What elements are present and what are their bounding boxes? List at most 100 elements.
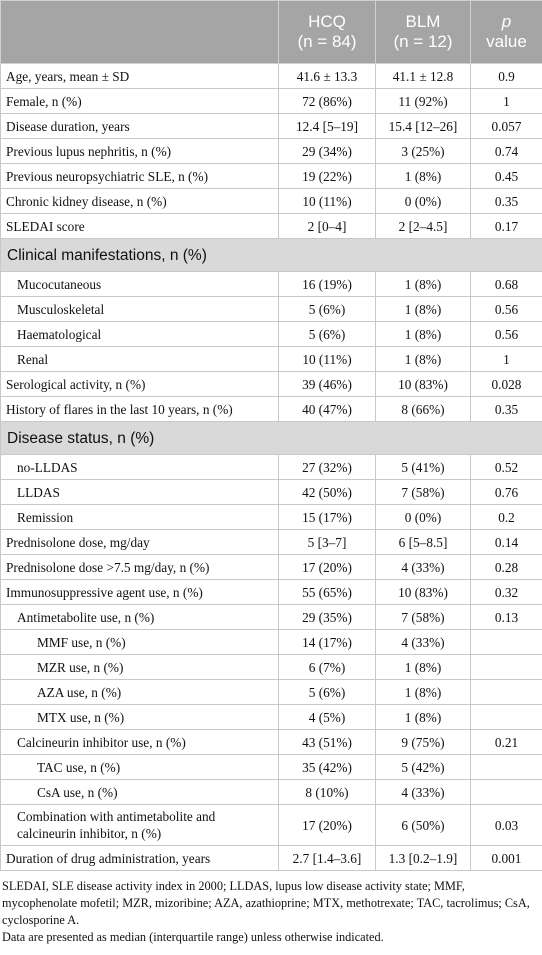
blm-value: 7 (58%) [375,604,471,630]
row-label: Remission [0,504,279,530]
blm-value: 5 (42%) [375,754,471,780]
p-value: 0.2 [470,504,542,530]
row-label: SLEDAI score [0,213,279,239]
table-row: no-LLDAS 27 (32%) 5 (41%) 0.52 [0,454,542,480]
table-row: Remission 15 (17%) 0 (0%) 0.2 [0,504,542,530]
blm-value: 0 (0%) [375,188,471,214]
table-row: CsA use, n (%) 8 (10%) 4 (33%) [0,779,542,805]
row-label: Serological activity, n (%) [0,371,279,397]
header-empty [0,0,279,64]
table-row: MMF use, n (%) 14 (17%) 4 (33%) [0,629,542,655]
row-label: Previous lupus nephritis, n (%) [0,138,279,164]
hcq-value: 19 (22%) [278,163,376,189]
p-value: 0.74 [470,138,542,164]
p-value: 0.56 [470,321,542,347]
table-row: LLDAS 42 (50%) 7 (58%) 0.76 [0,479,542,505]
hcq-value: 5 (6%) [278,296,376,322]
section-row: Disease status, n (%) [0,421,542,455]
header-line: BLM [405,12,441,31]
table-row: Immunosuppressive agent use, n (%) 55 (65… [0,579,542,605]
row-label: MZR use, n (%) [0,654,279,680]
table-row: Age, years, mean ± SD 41.6 ± 13.3 41.1 ± 1… [0,63,542,89]
header-line: (n = 12) [393,32,453,51]
p-value: 0.13 [470,604,542,630]
table-row: SLEDAI score 2 [0–4] 2 [2–4.5] 0.17 [0,213,542,239]
row-label: TAC use, n (%) [0,754,279,780]
p-value: 0.56 [470,296,542,322]
blm-value: 4 (33%) [375,629,471,655]
row-label: CsA use, n (%) [0,779,279,805]
table-row: Chronic kidney disease, n (%) 10 (11%) 0 (… [0,188,542,214]
row-label: Immunosuppressive agent use, n (%) [0,579,279,605]
p-value: 0.35 [470,396,542,422]
hcq-value: 41.6 ± 13.3 [278,63,376,89]
row-label: MTX use, n (%) [0,704,279,730]
column-header: HCQ (n = 84) [278,0,376,64]
table-row: Prednisolone dose, mg/day 5 [3–7] 6 [5–8.5… [0,529,542,555]
section-row: Clinical manifestations, n (%) [0,238,542,272]
p-value: 0.35 [470,188,542,214]
footnote: SLEDAI, SLE disease activity index in 20… [2,879,530,927]
blm-value: 15.4 [12–26] [375,113,471,139]
row-label: AZA use, n (%) [0,679,279,705]
table-row: MZR use, n (%) 6 (7%) 1 (8%) [0,654,542,680]
row-label: Haematological [0,321,279,347]
header-line: HCQ [308,12,346,31]
p-value-empty [470,704,542,730]
p-value: 0.17 [470,213,542,239]
hcq-value: 39 (46%) [278,371,376,397]
p-value: 0.001 [470,845,542,871]
hcq-value: 15 (17%) [278,504,376,530]
p-value: 0.21 [470,729,542,755]
blm-value: 1 (8%) [375,163,471,189]
table-row: Disease duration, years 12.4 [5–19] 15.4 [… [0,113,542,139]
row-label: LLDAS [0,479,279,505]
table-row: AZA use, n (%) 5 (6%) 1 (8%) [0,679,542,705]
blm-value: 3 (25%) [375,138,471,164]
row-label: Female, n (%) [0,88,279,114]
table-row: History of flares in the last 10 years, … [0,396,542,422]
hcq-value: 42 (50%) [278,479,376,505]
hcq-value: 16 (19%) [278,271,376,297]
table-row: Haematological 5 (6%) 1 (8%) 0.56 [0,321,542,347]
hcq-value: 35 (42%) [278,754,376,780]
hcq-value: 43 (51%) [278,729,376,755]
table-row: Duration of drug administration, years 2.… [0,845,542,871]
table-row: Musculoskeletal 5 (6%) 1 (8%) 0.56 [0,296,542,322]
blm-value: 5 (41%) [375,454,471,480]
header-line: p [501,12,512,31]
header-line: (n = 84) [297,32,357,51]
p-value: 1 [470,346,542,372]
blm-value: 9 (75%) [375,729,471,755]
blm-value: 1 (8%) [375,654,471,680]
hcq-value: 5 [3–7] [278,529,376,555]
blm-value: 10 (83%) [375,371,471,397]
table-row: Mucocutaneous 16 (19%) 1 (8%) 0.68 [0,271,542,297]
p-value: 0.76 [470,479,542,505]
p-value: 0.9 [470,63,542,89]
table-row: TAC use, n (%) 35 (42%) 5 (42%) [0,754,542,780]
blm-value: 1 (8%) [375,679,471,705]
hcq-value: 5 (6%) [278,321,376,347]
row-label: Combination with antimetabolite and calc… [0,804,279,846]
hcq-value: 6 (7%) [278,654,376,680]
hcq-value: 27 (32%) [278,454,376,480]
row-label: Chronic kidney disease, n (%) [0,188,279,214]
hcq-value: 29 (35%) [278,604,376,630]
row-label: Prednisolone dose, mg/day [0,529,279,555]
p-value: 0.52 [470,454,542,480]
blm-value: 11 (92%) [375,88,471,114]
data-table: HCQ (n = 84) BLM (n = 12) p value Age, years,… [0,0,542,871]
blm-value: 2 [2–4.5] [375,213,471,239]
row-label: History of flares in the last 10 years, … [0,396,279,422]
p-value: 0.68 [470,271,542,297]
table-row: Previous neuropsychiatric SLE, n (%) 19 (… [0,163,542,189]
hcq-value: 10 (11%) [278,346,376,372]
row-label: Renal [0,346,279,372]
hcq-value: 2.7 [1.4–3.6] [278,845,376,871]
p-value-empty [470,654,542,680]
row-label: Mucocutaneous [0,271,279,297]
footnote: Data are presented as median (interquart… [2,930,384,944]
hcq-value: 55 (65%) [278,579,376,605]
